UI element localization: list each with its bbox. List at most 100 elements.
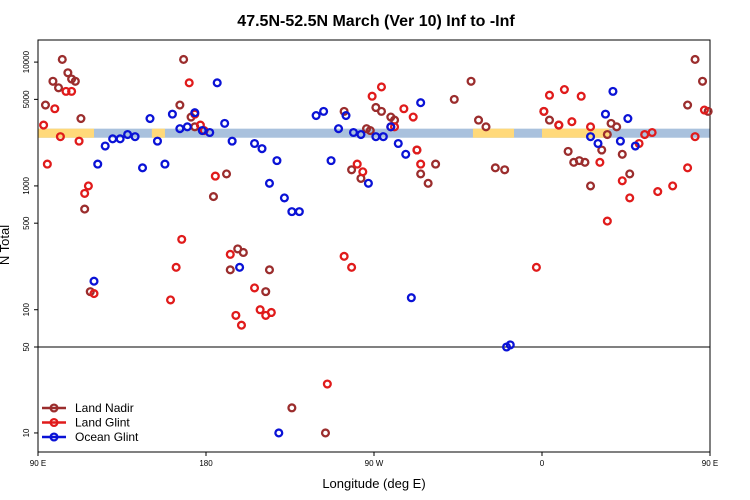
x-tick-label: 90 E [30, 459, 46, 468]
point-land-glint [585, 122, 596, 132]
point-land-glint [184, 78, 194, 88]
point-ocean-glint [585, 132, 596, 142]
point-land-glint [50, 104, 60, 114]
point-land-glint [412, 145, 422, 155]
point-ocean-glint [386, 122, 396, 132]
legend-marker-land-glint [49, 417, 59, 428]
point-land-glint [39, 120, 49, 130]
point-land-nadir [76, 113, 86, 124]
point-land-glint [231, 310, 241, 320]
point-land-nadir [320, 428, 331, 438]
point-ocean-glint [393, 138, 403, 149]
point-land-glint [177, 234, 187, 244]
point-land-glint [554, 120, 564, 130]
point-land-glint [322, 379, 332, 389]
legend-label-ocean-glint: Ocean Glint [75, 430, 139, 444]
point-land-nadir [697, 76, 708, 86]
point-land-glint [683, 163, 693, 173]
point-land-nadir [544, 115, 555, 125]
point-land-nadir [473, 115, 484, 125]
point-land-glint [576, 91, 586, 101]
point-land-nadir [221, 169, 232, 179]
legend-label-land-nadir: Land Nadir [75, 401, 134, 415]
point-land-nadir [57, 54, 67, 65]
point-land-nadir [449, 94, 459, 104]
point-ocean-glint [274, 428, 284, 438]
point-land-glint [61, 86, 71, 96]
point-land-nadir [53, 83, 64, 93]
point-land-glint [266, 307, 276, 318]
point-land-nadir [423, 178, 433, 188]
point-land-nadir [287, 403, 297, 413]
point-land-nadir [225, 265, 235, 275]
point-ocean-glint [630, 141, 640, 151]
point-land-nadir [63, 68, 73, 78]
point-land-nadir [585, 181, 596, 191]
point-ocean-glint [294, 207, 304, 217]
point-land-glint [531, 262, 541, 272]
y-tick-label: 100 [22, 303, 31, 317]
point-ocean-glint [137, 163, 148, 173]
point-land-nadir [490, 163, 500, 173]
x-axis-label: Longitude (deg E) [322, 476, 425, 491]
point-ocean-glint [600, 109, 611, 119]
point-land-glint [559, 85, 569, 95]
point-ocean-glint [190, 108, 200, 118]
point-land-glint [249, 283, 260, 293]
point-land-glint [408, 112, 418, 122]
point-ocean-glint [123, 129, 133, 140]
point-land-glint [358, 167, 368, 177]
point-land-glint [376, 82, 387, 92]
point-land-glint [165, 295, 176, 305]
point-ocean-glint [100, 141, 110, 151]
point-land-nadir [431, 159, 441, 169]
point-land-nadir [617, 149, 627, 159]
point-ocean-glint [363, 178, 373, 188]
point-ocean-glint [319, 106, 329, 116]
point-ocean-glint [326, 156, 336, 166]
x-tick-label: 180 [199, 459, 213, 468]
point-land-nadir [500, 165, 510, 175]
point-land-glint [80, 188, 90, 198]
point-ocean-glint [378, 132, 388, 142]
point-ocean-glint [505, 340, 515, 350]
point-land-glint [602, 216, 612, 226]
point-land-glint [699, 105, 709, 115]
point-land-nadir [597, 145, 607, 155]
x-tick-label: 90 W [365, 459, 384, 468]
point-land-glint [225, 249, 235, 259]
point-land-glint [352, 159, 362, 169]
point-land-glint [416, 159, 426, 169]
point-ocean-glint [264, 178, 275, 188]
point-land-nadir [481, 122, 491, 132]
point-land-glint [236, 320, 247, 330]
point-ocean-glint [311, 111, 321, 121]
point-land-nadir [179, 54, 189, 65]
point-land-glint [171, 262, 181, 272]
band-land-segment [38, 128, 94, 138]
point-land-nadir [238, 247, 248, 258]
y-tick-label: 5000 [22, 90, 31, 108]
point-land-nadir [80, 204, 90, 214]
point-land-glint [67, 86, 77, 96]
point-land-nadir [208, 192, 219, 202]
point-land-glint [339, 251, 349, 261]
point-ocean-glint [227, 136, 237, 146]
point-land-nadir [683, 100, 693, 110]
point-ocean-glint [235, 262, 245, 272]
point-land-glint [367, 91, 377, 101]
point-ocean-glint [593, 138, 603, 149]
point-land-glint [625, 193, 635, 203]
data-points [39, 54, 713, 438]
point-land-glint [389, 122, 400, 132]
point-land-nadir [612, 122, 622, 132]
y-tick-label: 50 [22, 342, 31, 351]
point-ocean-glint [279, 193, 289, 203]
point-ocean-glint [115, 134, 125, 144]
point-land-glint [255, 305, 265, 315]
point-ocean-glint [145, 113, 155, 124]
point-ocean-glint [356, 129, 366, 140]
point-land-nadir [48, 76, 58, 86]
